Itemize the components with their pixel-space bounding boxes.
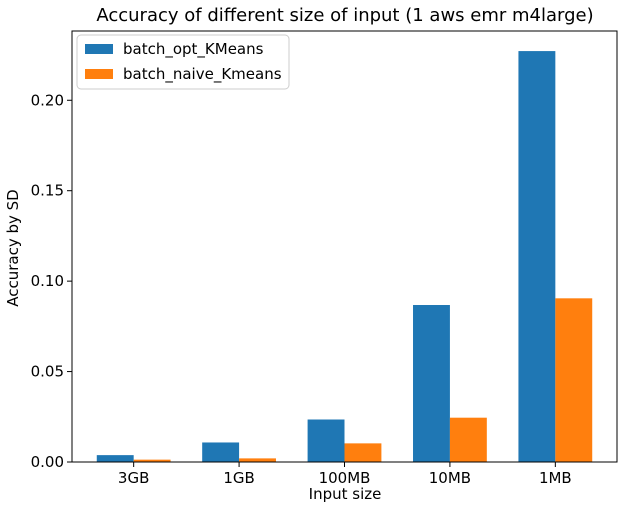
- x-tick-label: 1MB: [539, 469, 572, 487]
- bar-batch_opt_KMeans-10MB: [413, 305, 450, 462]
- legend-label-batch_naive_Kmeans: batch_naive_Kmeans: [123, 65, 282, 84]
- y-tick-label: 0.05: [31, 363, 64, 381]
- bar-batch_naive_Kmeans-1MB: [555, 298, 593, 462]
- y-tick-label: 0.10: [31, 272, 64, 290]
- bar-batch_naive_Kmeans-1GB: [239, 458, 276, 462]
- legend: batch_opt_KMeans batch_naive_Kmeans: [76, 34, 290, 90]
- bar-batch_naive_Kmeans-3GB: [133, 459, 171, 462]
- bar-batch_naive_Kmeans-10MB: [449, 417, 487, 462]
- y-axis-label: Accuracy by SD: [4, 189, 22, 307]
- x-tick-label: 100MB: [319, 469, 371, 487]
- legend-swatch-batch_opt_KMeans: [85, 44, 113, 54]
- legend-box: [76, 34, 290, 90]
- x-tick-label: 1GB: [223, 469, 254, 487]
- x-axis-label: Input size: [309, 485, 382, 503]
- y-tick-label: 0.15: [31, 182, 64, 200]
- y-tick-label: 0.00: [31, 453, 64, 471]
- bar-batch_opt_KMeans-1MB: [518, 51, 556, 462]
- bar-batch_opt_KMeans-100MB: [307, 419, 345, 462]
- legend-label-batch_opt_KMeans: batch_opt_KMeans: [123, 40, 264, 59]
- bar-batch_opt_KMeans-3GB: [96, 455, 134, 462]
- legend-swatch-batch_naive_Kmeans: [85, 69, 113, 79]
- bar-batch_opt_KMeans-1GB: [202, 442, 240, 462]
- chart-title: Accuracy of different size of input (1 a…: [96, 5, 593, 26]
- x-tick-label: 3GB: [118, 469, 149, 487]
- y-tick-label: 0.20: [31, 91, 64, 109]
- x-tick-label: 10MB: [429, 469, 471, 487]
- plot-area: 0.00 0.05 0.10 0.15 0.20 3GB 1GB 100MB 10MB 1MB: [31, 30, 618, 487]
- bar-batch_naive_Kmeans-100MB: [344, 443, 382, 462]
